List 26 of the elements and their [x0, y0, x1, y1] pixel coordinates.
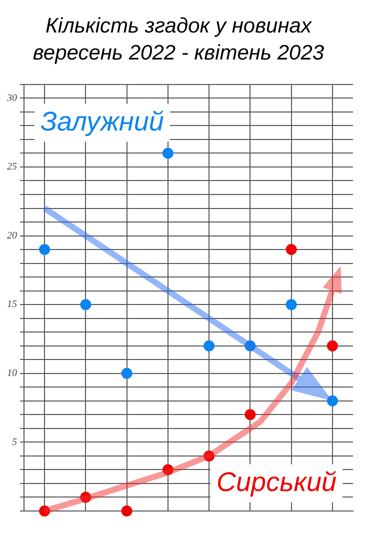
point: [204, 450, 215, 462]
y-tick-label: 25: [7, 162, 17, 173]
chart-title: Кількість згадок у новинах: [46, 14, 313, 38]
point: [121, 506, 132, 516]
chart-subtitle: вересень 2022 - квітень 2023: [32, 42, 324, 65]
point: [244, 409, 256, 420]
point: [204, 340, 215, 352]
point: [162, 148, 174, 159]
y-tick-label: 30: [6, 92, 17, 104]
point: [121, 368, 132, 379]
point: [80, 299, 92, 310]
y-tick-label: 15: [7, 299, 17, 310]
y-tick-label: 10: [7, 368, 17, 380]
y-tick-label: 5: [12, 436, 17, 448]
point: [39, 244, 50, 256]
point: [326, 395, 338, 406]
point: [326, 340, 338, 352]
point: [244, 340, 256, 352]
series-label: Сирський: [216, 466, 337, 497]
point: [286, 244, 297, 256]
point: [286, 299, 297, 310]
point: [162, 464, 174, 476]
point: [39, 506, 50, 516]
series-label: Залужний: [40, 106, 164, 136]
y-tick-label: 20: [7, 230, 17, 242]
point: [80, 492, 92, 503]
